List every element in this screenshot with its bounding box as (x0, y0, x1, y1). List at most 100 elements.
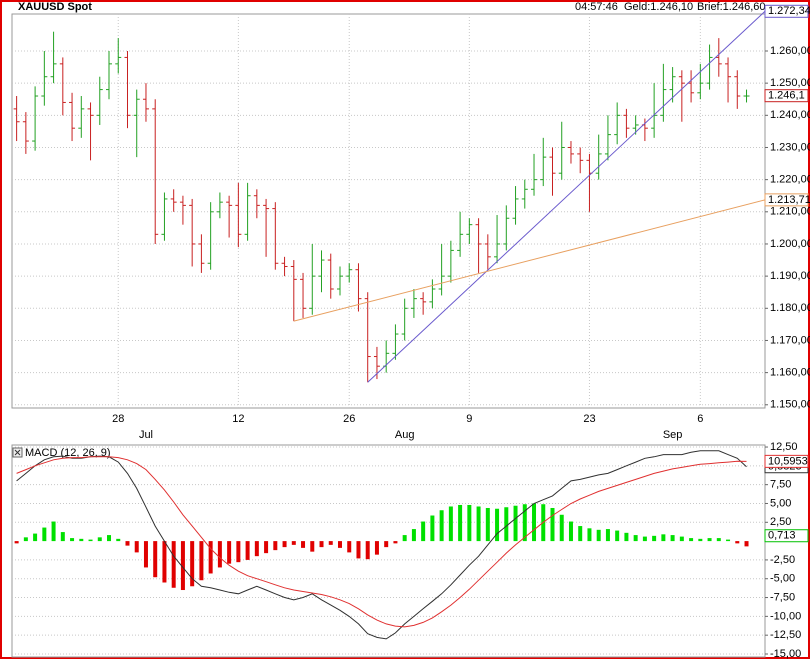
histogram-bar (633, 535, 638, 542)
histogram-bar (652, 535, 657, 542)
histogram-bar (642, 536, 647, 542)
histogram-bar (70, 538, 75, 542)
x-tick-label: 12 (232, 413, 244, 425)
histogram-bar (568, 521, 573, 542)
y-tick-label: -2,50 (770, 554, 795, 566)
macd-line (16, 450, 747, 640)
trendline (367, 10, 766, 383)
histogram-bar (42, 527, 47, 542)
y-tick-label: 1.190,00 (770, 270, 810, 282)
x-tick-label: 28 (112, 413, 124, 425)
y-tick-label: 1.180,00 (770, 302, 810, 314)
histogram-bar (559, 514, 564, 542)
histogram-bar (301, 541, 306, 548)
histogram-bar (661, 534, 666, 542)
histogram-bar (97, 537, 102, 542)
y-tick-label: 1.150,00 (770, 399, 810, 411)
histogram-bar (439, 510, 444, 542)
macd-title: MACD (12, 26, 9) (25, 447, 111, 459)
histogram-bar (476, 506, 481, 542)
histogram-bar (245, 541, 250, 560)
histogram-bar (504, 507, 509, 542)
histogram-bar (550, 507, 555, 542)
y-tick-label: -10,00 (770, 610, 801, 622)
histogram-bar (393, 541, 398, 544)
month-label: Sep (663, 429, 683, 441)
histogram-bar (513, 505, 518, 542)
histogram-bar (134, 541, 139, 553)
y-tick-label: 1.170,00 (770, 334, 810, 346)
histogram-bar (199, 541, 204, 581)
histogram-bar (347, 541, 352, 553)
histogram-bar (679, 536, 684, 542)
histogram-bar (14, 541, 19, 544)
histogram-bar (356, 541, 361, 559)
histogram-bar (670, 535, 675, 542)
histogram-bar (337, 541, 342, 548)
histogram-bar (171, 541, 176, 588)
histogram-bar (88, 539, 93, 542)
histogram-bar (125, 541, 130, 546)
histogram-bar (624, 532, 629, 542)
y-tick-label: 7,50 (770, 479, 791, 491)
histogram-bar (264, 541, 269, 554)
price-label: 1.272,34 (768, 5, 810, 17)
price-label: 1.213,71 (768, 194, 810, 206)
y-tick-label: 12,50 (770, 441, 798, 453)
histogram-bar (384, 541, 389, 548)
histogram-bar (485, 507, 490, 542)
y-tick-label: -5,00 (770, 573, 795, 585)
y-tick-label: 1.260,00 (770, 45, 810, 57)
value-marker: 10,5953 (768, 455, 808, 467)
x-tick-label: 26 (343, 413, 355, 425)
histogram-bar (254, 541, 259, 557)
histogram-bar (319, 541, 324, 548)
histogram-bar (578, 526, 583, 542)
histogram-bar (51, 521, 56, 542)
histogram-bar (689, 538, 694, 542)
histogram-bar (217, 541, 222, 568)
value-marker: 0,713 (768, 530, 796, 542)
histogram-bar (402, 535, 407, 542)
y-tick-label: -12,50 (770, 629, 801, 641)
histogram-bar (107, 535, 112, 542)
histogram-bar (458, 504, 463, 542)
histogram-bar (430, 515, 435, 542)
histogram-bar (716, 538, 721, 542)
histogram-bar (190, 541, 195, 587)
histogram-bar (707, 538, 712, 542)
histogram-bar (33, 533, 38, 542)
histogram-bar (282, 541, 287, 548)
histogram-bar (162, 541, 167, 583)
x-tick-label: 23 (583, 413, 595, 425)
histogram-bar (60, 532, 65, 542)
histogram-bar (495, 508, 500, 542)
time: 04:57:46 (575, 1, 618, 13)
histogram-bar (726, 539, 731, 542)
value-marker-box (764, 454, 809, 468)
price-label: 1.246,1 (768, 90, 805, 102)
histogram-bar (291, 541, 296, 545)
histogram-bar (23, 537, 28, 542)
histogram-bar (522, 504, 527, 542)
price-label-box (764, 4, 809, 18)
y-tick-label: -15,00 (770, 648, 801, 659)
trendline (293, 199, 766, 322)
macd-line (16, 456, 747, 628)
symbol: XAUUSD Spot (18, 1, 92, 13)
histogram-bar (153, 541, 158, 578)
histogram-bar (227, 541, 232, 564)
y-tick-label: -7,50 (770, 591, 795, 603)
price-pane (11, 13, 766, 409)
y-tick-label: 1.230,00 (770, 141, 810, 153)
histogram-bar (615, 530, 620, 542)
histogram-bar (605, 529, 610, 542)
bid: Geld:1.246,10 (624, 1, 693, 13)
y-tick-label: 1.220,00 (770, 174, 810, 186)
value-marker-box (764, 529, 809, 543)
y-tick-label: 1.240,00 (770, 109, 810, 121)
histogram-bar (328, 541, 333, 545)
y-tick-label: 1.210,00 (770, 206, 810, 218)
x-tick-label: 6 (697, 413, 703, 425)
